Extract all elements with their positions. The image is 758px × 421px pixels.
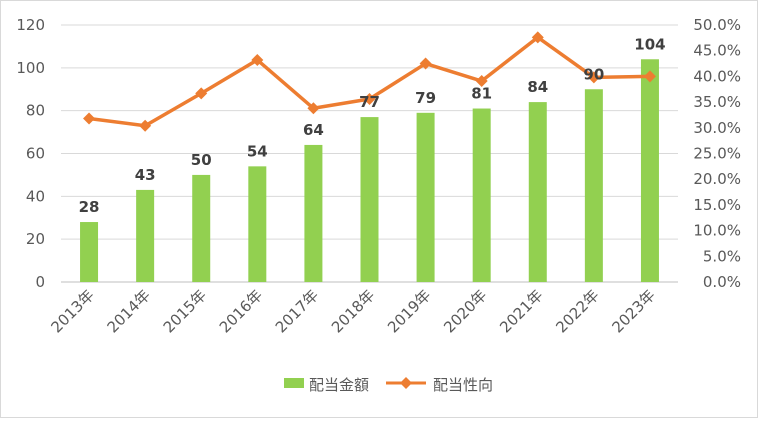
- x-tick-label: 2019年: [384, 286, 434, 336]
- bar-data-label: 77: [359, 93, 380, 111]
- x-tick-label: 2013年: [48, 286, 98, 336]
- bar: [80, 222, 99, 282]
- line-marker: [83, 112, 96, 125]
- y-left-tick-label: 80: [26, 102, 45, 120]
- line-marker: [139, 119, 152, 132]
- bar-series: [80, 59, 659, 283]
- bar: [360, 117, 379, 282]
- x-tick-label: 2021年: [496, 286, 546, 336]
- legend-label-line: 配当性向: [433, 376, 493, 394]
- bar: [136, 189, 155, 282]
- line-marker: [475, 75, 488, 88]
- bar: [528, 102, 547, 282]
- y-left-tick-label: 40: [26, 187, 45, 205]
- y-right-tick-label: 40.0%: [693, 67, 741, 85]
- bar: [584, 89, 603, 282]
- y-axis-left: 0 20 40 60 80 100 120: [16, 16, 45, 291]
- line-marker: [419, 57, 432, 70]
- line-series: [83, 31, 656, 132]
- y-right-tick-label: 15.0%: [693, 196, 741, 214]
- y-right-tick-label: 20.0%: [693, 170, 741, 188]
- y-right-tick-label: 50.0%: [693, 16, 741, 34]
- bar-data-label: 81: [471, 85, 492, 103]
- line-marker: [307, 102, 320, 115]
- y-right-tick-label: 10.0%: [693, 222, 741, 240]
- legend: 配当金額 配当性向: [284, 376, 493, 394]
- y-left-tick-label: 100: [16, 59, 45, 77]
- x-tick-label: 2022年: [552, 286, 602, 336]
- data-labels: 28 43 50 54 64 77 79 81 84 90 104: [79, 35, 666, 216]
- bar-data-label: 28: [79, 198, 100, 216]
- line-marker: [195, 87, 208, 100]
- x-tick-label: 2014年: [104, 286, 154, 336]
- x-tick-label: 2023年: [608, 286, 658, 336]
- bar-data-label: 43: [135, 166, 156, 184]
- series-line: [88, 35, 650, 128]
- y-right-tick-label: 35.0%: [693, 93, 741, 111]
- y-right-tick-label: 45.0%: [693, 42, 741, 60]
- y-left-tick-label: 120: [16, 16, 45, 34]
- x-tick-label: 2015年: [160, 286, 210, 336]
- bar-data-label: 50: [191, 151, 212, 169]
- y-right-tick-label: 25.0%: [693, 145, 741, 163]
- bar-data-label: 104: [634, 35, 665, 53]
- bar: [304, 144, 323, 282]
- legend-marker-diamond: [400, 377, 412, 389]
- bar: [640, 59, 659, 283]
- bar: [472, 108, 491, 283]
- line-marker: [643, 70, 656, 83]
- x-tick-label: 2017年: [272, 286, 322, 336]
- bar: [248, 166, 267, 282]
- x-tick-label: 2018年: [328, 286, 378, 336]
- y-axis-right: 0.0% 5.0% 10.0% 15.0% 20.0% 25.0% 30.0% 35.0% 40…: [693, 16, 741, 291]
- y-left-tick-label: 0: [35, 273, 45, 291]
- x-tick-label: 2020年: [440, 286, 490, 336]
- bar-data-label: 79: [415, 89, 436, 107]
- line-marker: [251, 53, 264, 66]
- legend-swatch-bar: [284, 378, 304, 388]
- y-left-tick-label: 20: [26, 230, 45, 248]
- bar: [416, 112, 435, 282]
- bar-data-label: 84: [527, 78, 548, 96]
- bar-data-label: 64: [303, 121, 324, 139]
- bar: [192, 174, 211, 282]
- y-right-tick-label: 0.0%: [703, 273, 741, 291]
- bar-data-label: 54: [247, 142, 268, 160]
- legend-label-bar: 配当金額: [309, 376, 369, 394]
- line-marker: [531, 31, 544, 44]
- y-right-tick-label: 5.0%: [703, 247, 741, 265]
- line-marker: [587, 71, 600, 84]
- y-left-tick-label: 60: [26, 145, 45, 163]
- x-axis: 2013年 2014年 2015年 2016年 2017年 2018年 2019年 2020年…: [48, 286, 659, 336]
- line-marker: [363, 93, 376, 106]
- x-tick-label: 2016年: [216, 286, 266, 336]
- bar-data-label: 90: [583, 65, 604, 83]
- y-right-tick-label: 30.0%: [693, 119, 741, 137]
